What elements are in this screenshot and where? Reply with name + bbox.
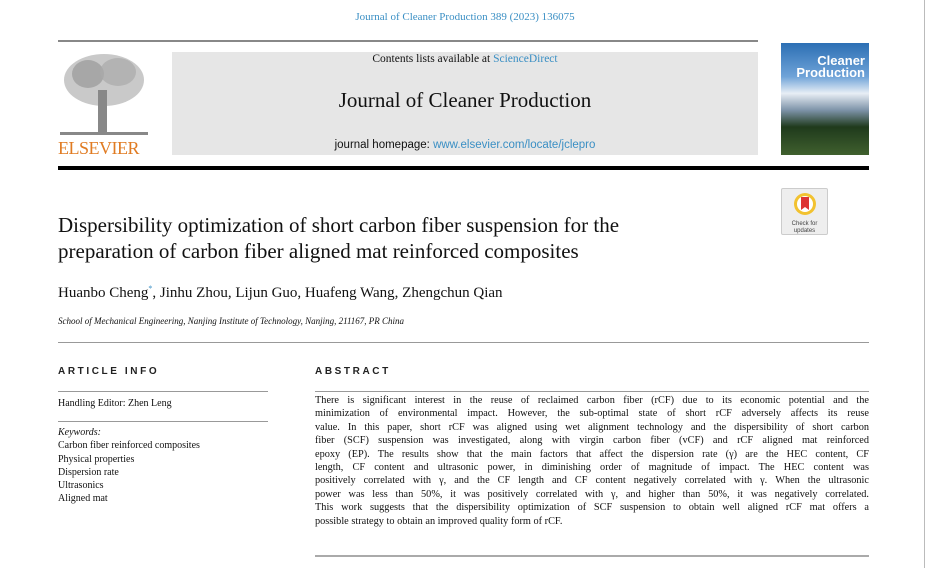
divider — [315, 391, 869, 392]
keywords-label: Keywords: — [58, 427, 101, 438]
keywords-section: Keywords: Carbon fiber reinforced compos… — [58, 426, 200, 506]
divider — [58, 40, 758, 42]
abstract-line: minimization of environmental impact. Ho… — [315, 408, 869, 420]
divider — [58, 421, 268, 422]
homepage-prefix: journal homepage: — [334, 139, 434, 151]
homepage-link[interactable]: www.elsevier.com/locate/jclepro — [433, 139, 596, 151]
abstract-line: power was less than 50%, it was positive… — [315, 488, 869, 500]
journal-masthead — [172, 52, 758, 155]
abstract-line: value. In this paper, short rCF was alig… — [315, 421, 869, 433]
journal-cover-image[interactable]: Cleaner Production — [781, 43, 869, 155]
affiliation: School of Mechanical Engineering, Nanjin… — [58, 316, 405, 326]
contents-prefix: Contents lists available at — [372, 53, 494, 65]
sciencedirect-link[interactable]: ScienceDirect — [493, 53, 558, 65]
check-label: Check for — [791, 221, 818, 227]
bookmark-badge-icon — [793, 193, 816, 215]
abstract-line: fiber (SCF) suspension was investigated,… — [315, 435, 869, 447]
journal-title: Journal of Cleaner Production — [338, 88, 592, 112]
author-list: Huanbo Cheng*, Jinhu Zhou, Lijun Guo, Hu… — [58, 284, 503, 301]
elsevier-tree-logo — [58, 50, 150, 138]
divider — [315, 555, 869, 557]
handling-editor: Handling Editor: Zhen Leng — [58, 398, 172, 409]
keyword: Aligned mat — [58, 493, 108, 505]
cover-title-line: Production — [796, 65, 865, 80]
page-edge — [924, 0, 925, 568]
contents-line: Contents lists available at ScienceDirec… — [172, 53, 758, 65]
author[interactable]: Huafeng Wang — [304, 285, 395, 301]
author[interactable]: Jinhu Zhou — [159, 285, 228, 301]
divider — [58, 391, 268, 392]
check-for-updates-button[interactable]: Check for updates — [781, 188, 828, 235]
abstract-body: There is significant interest in the reu… — [315, 394, 869, 528]
abstract-line: epoxy (EP). The results show that the ma… — [315, 448, 869, 460]
keyword: Carbon fiber reinforced composites — [58, 440, 200, 452]
check-label: updates — [793, 228, 816, 234]
divider — [58, 342, 869, 343]
abstract-heading: ABSTRACT — [315, 366, 391, 377]
author[interactable]: Huanbo Cheng — [58, 285, 149, 301]
corresponding-author-mark[interactable]: * — [148, 284, 153, 293]
keyword: Dispersion rate — [58, 466, 119, 478]
article-info-heading: ARTICLE INFO — [58, 366, 160, 377]
author[interactable]: Lijun Guo — [235, 285, 298, 301]
cover-title-line: Cleaner — [817, 53, 865, 68]
abstract-line: There is significant interest in the reu… — [315, 395, 869, 406]
keyword: Physical properties — [58, 453, 135, 465]
abstract-line: possible strategy to obtain an improved … — [315, 515, 563, 527]
keyword: Ultrasonics — [58, 480, 104, 492]
title-line: preparation of carbon fiber aligned mat … — [58, 239, 579, 263]
title-line: Dispersibility optimization of short car… — [58, 213, 620, 237]
abstract-line: positively correlated with γ, and the CF… — [315, 475, 869, 487]
homepage-line: journal homepage: www.elsevier.com/locat… — [172, 139, 758, 151]
journal-citation[interactable]: Journal of Cleaner Production 389 (2023)… — [355, 11, 575, 23]
masthead-divider — [58, 166, 869, 170]
elsevier-wordmark: ELSEVIER — [58, 138, 140, 158]
author[interactable]: Zhengchun Qian — [402, 285, 503, 301]
article-title: Dispersibility optimization of short car… — [58, 212, 758, 264]
abstract-line: This work suggests that the dispersibili… — [315, 502, 869, 514]
abstract-line: length, CF content and ultrasonic power,… — [315, 461, 869, 473]
